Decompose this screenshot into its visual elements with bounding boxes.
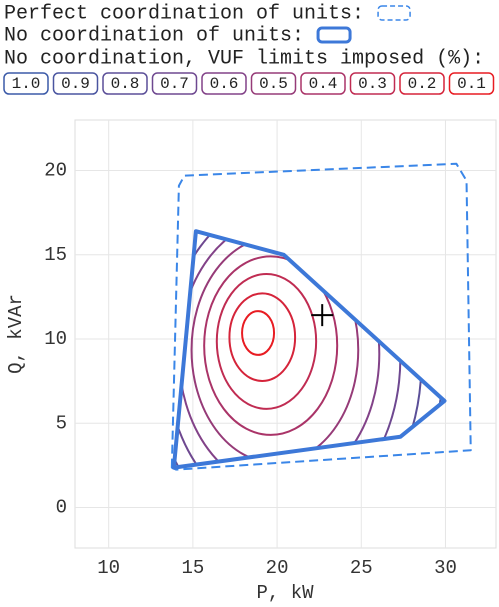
legend-box (52, 72, 99, 95)
legend-box (102, 72, 148, 95)
legend-title: No coordination, VUF limits imposed (%): (4, 47, 484, 70)
legend-box (349, 72, 396, 95)
legend-label: 1.0 (12, 75, 41, 93)
plot-area (74, 119, 497, 549)
vuf-contour (215, 273, 318, 410)
vuf-contour (241, 310, 276, 356)
legend-label: 0.6 (210, 75, 239, 93)
region-solid (171, 229, 447, 470)
y-tick-label: 20 (44, 160, 67, 182)
legend-label: 0.3 (358, 75, 387, 93)
vuf-contour (228, 292, 297, 383)
legend-box (399, 72, 445, 95)
legend-label: 0.4 (309, 75, 338, 93)
legend-label: 0.2 (408, 75, 437, 93)
legend-label: 0.7 (160, 75, 189, 93)
legend-label: Perfect coordination of units: (4, 2, 364, 25)
y-tick-label: 5 (56, 412, 67, 434)
y-axis-label: Q, kVAr (5, 294, 27, 374)
legend-label: 0.9 (61, 75, 90, 93)
legend-label: 0.1 (457, 75, 486, 93)
x-tick-label: 20 (266, 557, 289, 579)
legend-swatch (316, 26, 352, 44)
x-tick-label: 10 (97, 557, 120, 579)
y-tick-label: 10 (44, 328, 67, 350)
y-tick-label: 0 (56, 497, 67, 519)
operating-point (311, 304, 334, 327)
legend-box (201, 72, 247, 95)
region-dashed (170, 162, 472, 471)
legend-box (300, 72, 346, 95)
legend-swatch (377, 5, 411, 21)
legend-label: No coordination of units: (4, 24, 304, 47)
vuf-contour (203, 255, 339, 436)
legend-box (151, 72, 198, 95)
legend-label: 0.5 (259, 75, 288, 93)
x-tick-label: 25 (350, 557, 373, 579)
x-axis-label: P, kW (256, 582, 314, 604)
x-tick-label: 30 (434, 557, 457, 579)
legend-box (250, 72, 297, 95)
legend-box (3, 72, 49, 95)
legend-label: 0.8 (111, 75, 140, 93)
x-tick-label: 15 (181, 557, 204, 579)
legend-box (448, 72, 495, 95)
y-tick-label: 15 (44, 244, 67, 266)
